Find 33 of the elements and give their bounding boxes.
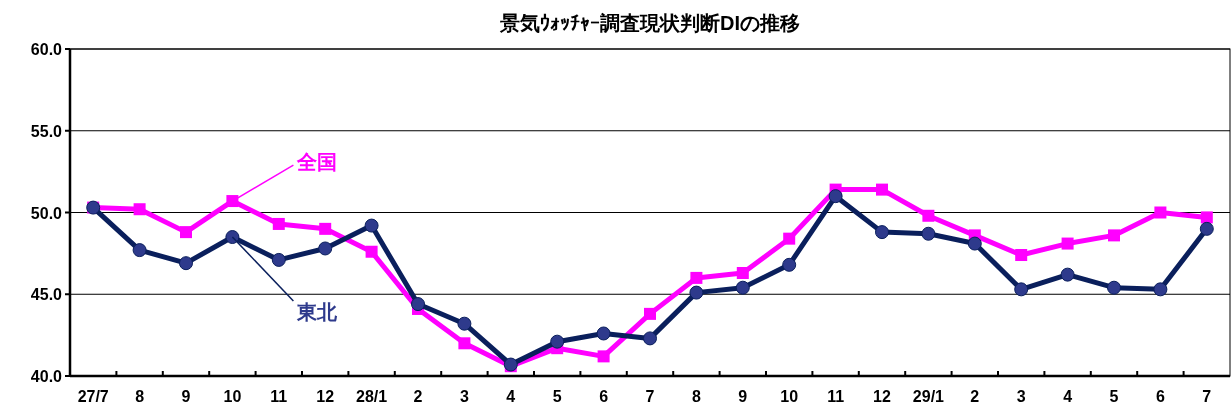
y-tick-label: 40.0 (30, 368, 63, 385)
x-tick-label: 12 (873, 388, 891, 405)
x-tick-label: 5 (1109, 388, 1119, 405)
x-tick-label: 28/1 (356, 388, 388, 405)
x-tick-label: 7 (1202, 388, 1212, 405)
x-tick-label: 12 (316, 388, 335, 405)
x-tick-label: 3 (459, 388, 469, 405)
x-tick-label: 4 (506, 388, 516, 405)
x-tick-label: 4 (1063, 388, 1073, 405)
x-tick-label: 9 (738, 388, 748, 405)
x-tick-label: 5 (552, 388, 562, 405)
x-tick-label: 6 (1155, 388, 1165, 405)
x-tick-label: 10 (780, 388, 799, 405)
x-tick-label: 27/7 (77, 388, 109, 405)
y-tick-label: 45.0 (30, 286, 63, 304)
x-tick-label: 10 (223, 388, 242, 405)
x-tick-label: 8 (691, 388, 701, 405)
x-tick-label: 29/1 (912, 388, 945, 405)
x-tick-label: 7 (645, 388, 655, 405)
series-label: 東北 (296, 301, 339, 324)
x-tick-label: 3 (1016, 388, 1026, 405)
text: 全国 (296, 151, 338, 174)
x-tick-label: 8 (135, 388, 145, 405)
chart-title: 景気ｳｫｯﾁｬｰ調査現状判断DIの推移 (499, 12, 800, 34)
x-tick-label: 11 (270, 388, 288, 405)
x-tick-label: 2 (970, 388, 980, 405)
x-tick-label: 9 (181, 388, 191, 405)
y-tick-label: 50.0 (30, 204, 63, 222)
y-tick-label: 60.0 (30, 41, 63, 58)
x-tick-label: 11 (827, 388, 845, 405)
y-tick-label: 55.0 (30, 122, 63, 140)
x-tick-label: 2 (413, 388, 423, 405)
x-tick-label: 6 (599, 388, 609, 405)
